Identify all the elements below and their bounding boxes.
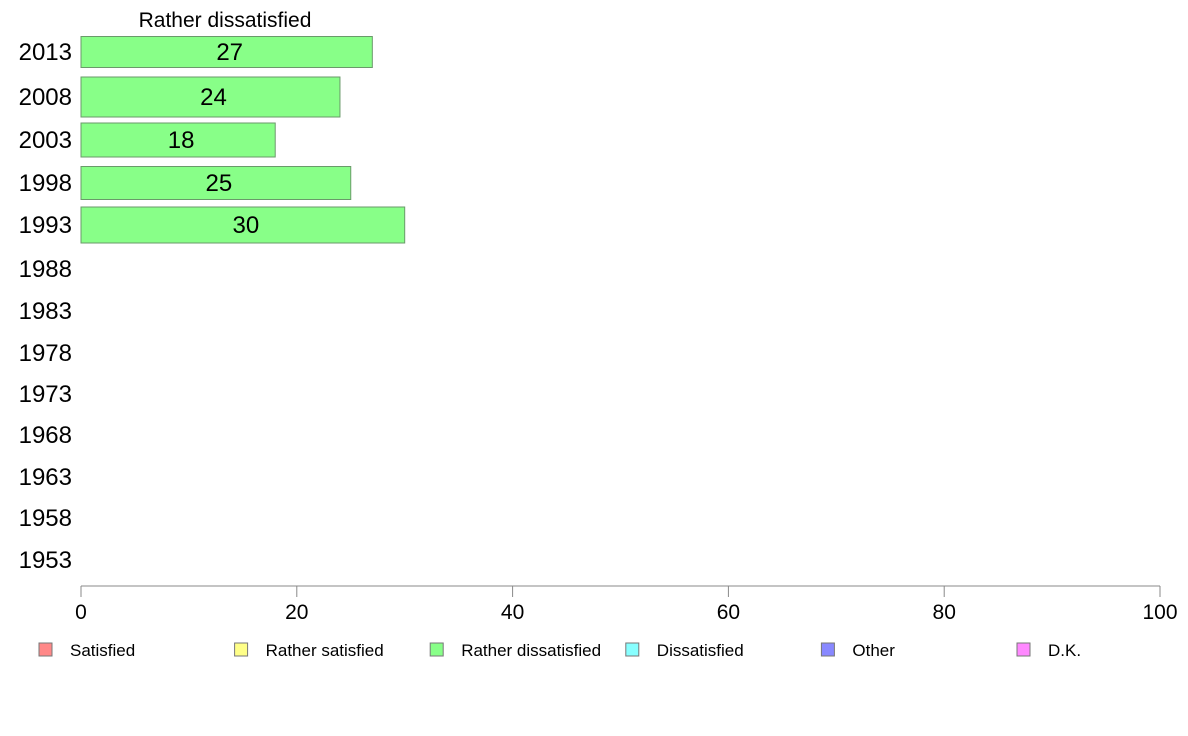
legend-swatch-3 — [625, 642, 640, 657]
category-label-2013: 2013 — [19, 39, 72, 66]
legend-swatch-0 — [38, 642, 53, 657]
legend-swatch-2 — [429, 642, 444, 657]
bar-2008 — [80, 76, 341, 118]
x-tick-label-60: 60 — [717, 601, 740, 624]
legend-swatch-1 — [234, 642, 249, 657]
legend-swatch-5 — [1016, 642, 1031, 657]
category-label-1958: 1958 — [19, 505, 72, 532]
chart-title: Rather dissatisfied — [139, 9, 312, 32]
category-label-1983: 1983 — [19, 298, 72, 325]
legend-label-1: Rather satisfied — [266, 641, 384, 660]
category-label-1978: 1978 — [19, 340, 72, 367]
bar-value-label-2008: 24 — [200, 84, 227, 111]
bar-value-label-1998: 25 — [206, 170, 233, 197]
x-tick-label-80: 80 — [933, 601, 956, 624]
legend-label-3: Dissatisfied — [657, 641, 744, 660]
category-label-1988: 1988 — [19, 256, 72, 283]
bar-value-label-2013: 27 — [216, 39, 243, 66]
category-label-1993: 1993 — [19, 212, 72, 239]
legend-label-0: Satisfied — [70, 641, 135, 660]
bar-1993 — [80, 206, 406, 244]
bar-2003 — [80, 122, 276, 158]
x-axis: 0 20 40 60 80 100 — [75, 585, 1178, 624]
category-label-1963: 1963 — [19, 464, 72, 491]
x-tick-label-100: 100 — [1142, 601, 1177, 624]
bar-2013 — [80, 36, 373, 68]
legend-label-2: Rather dissatisfied — [461, 641, 601, 660]
bar-value-label-2003: 18 — [168, 127, 195, 154]
category-label-1973: 1973 — [19, 381, 72, 408]
category-label-1953: 1953 — [19, 547, 72, 574]
x-tick-label-40: 40 — [501, 601, 524, 624]
x-tick-label-0: 0 — [75, 601, 87, 624]
category-labels: 2013 2008 2003 1998 1993 1988 1983 1978 1973 1968… — [19, 39, 72, 574]
legend-label-4: Other — [852, 641, 895, 660]
bar-1998 — [80, 166, 352, 200]
x-tick-label-20: 20 — [285, 601, 308, 624]
category-label-2008: 2008 — [19, 84, 72, 111]
category-label-1968: 1968 — [19, 422, 72, 449]
legend-label-5: D.K. — [1048, 641, 1081, 660]
category-label-1998: 1998 — [19, 170, 72, 197]
legend-swatch-4 — [820, 642, 835, 657]
category-label-2003: 2003 — [19, 127, 72, 154]
bar-value-label-1993: 30 — [232, 212, 259, 239]
legend: Satisfied Rather satisfied Rather dissatis… — [38, 641, 1081, 660]
